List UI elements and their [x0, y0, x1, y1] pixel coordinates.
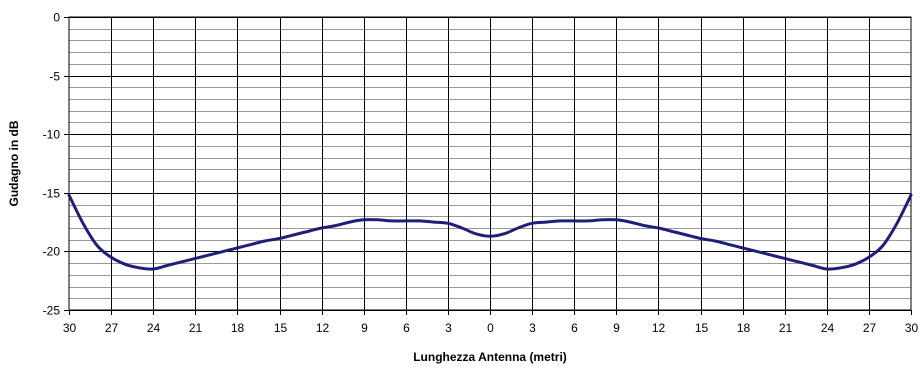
- x-tick-label: 24: [821, 321, 835, 335]
- x-tick-label: 15: [695, 321, 709, 335]
- x-axis-ticks: 30 27 24 21 18 15 12 9 6 3 0 3 6 9 12 15 18 21 24 27 30: [63, 310, 919, 335]
- x-tick-label: 27: [863, 321, 877, 335]
- y-tick-label: -15: [43, 187, 61, 201]
- x-tick-label: 18: [737, 321, 751, 335]
- x-tick-label: 21: [779, 321, 793, 335]
- x-tick-label: 6: [571, 321, 578, 335]
- x-tick-label: 21: [189, 321, 203, 335]
- x-axis-title: Lunghezza Antenna (metri): [413, 350, 567, 364]
- x-tick-label: 12: [652, 321, 666, 335]
- x-tick-label: 30: [905, 321, 919, 335]
- x-tick-label: 9: [613, 321, 620, 335]
- y-axis-title: Gudagno in dB: [7, 120, 21, 206]
- y-tick-label: -20: [43, 245, 61, 259]
- x-tick-label: 0: [487, 321, 494, 335]
- x-tick-label: 12: [316, 321, 330, 335]
- x-tick-label: 3: [529, 321, 536, 335]
- x-tick-label: 27: [105, 321, 119, 335]
- series-line: [67, 193, 913, 271]
- x-tick-label: 9: [361, 321, 368, 335]
- x-tick-label: 24: [147, 321, 161, 335]
- y-axis-ticks: 0 -5 -10 -15 -20 -25: [43, 11, 69, 318]
- y-tick-label: -5: [49, 70, 60, 84]
- series-layer: [67, 193, 913, 271]
- y-tick-label: 0: [53, 11, 60, 25]
- x-tick-label: 30: [63, 321, 77, 335]
- y-tick-label: -25: [43, 304, 61, 318]
- x-tick-label: 6: [403, 321, 410, 335]
- x-tick-label: 18: [231, 321, 245, 335]
- y-tick-label: -10: [43, 128, 61, 142]
- x-tick-label: 3: [445, 321, 452, 335]
- vertical-gridlines: [111, 17, 870, 310]
- x-tick-label: 15: [274, 321, 288, 335]
